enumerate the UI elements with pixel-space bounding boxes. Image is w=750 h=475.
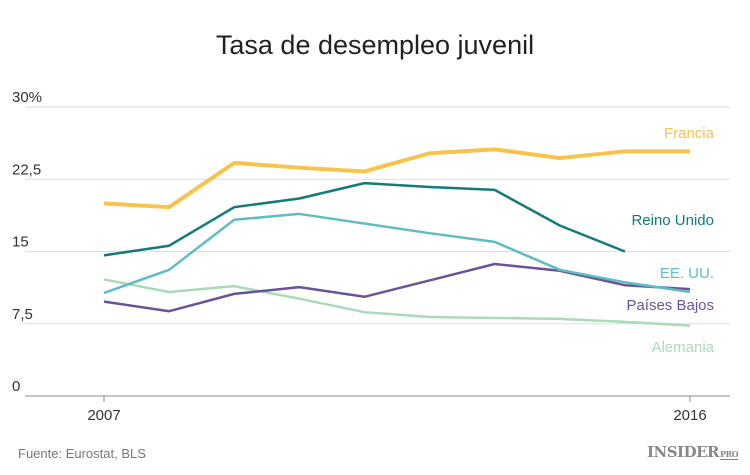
- chart-title: Tasa de desempleo juvenil: [215, 30, 535, 60]
- source-note: Fuente: Eurostat, BLS: [18, 446, 146, 461]
- legend-label: Reino Unido: [631, 212, 714, 229]
- x-tick-label: 2007: [87, 407, 120, 424]
- series-line-pa-ses-bajos: [103, 262, 691, 313]
- y-tick-label: 30%: [12, 89, 42, 106]
- y-tick-label: 15: [12, 234, 29, 251]
- logo-sub: PRO: [719, 449, 739, 460]
- insider-pro-logo: INSIDERPRO: [647, 443, 739, 461]
- x-tick-label: 2016: [673, 407, 706, 424]
- series-line-alemania: [103, 278, 691, 327]
- series-line-francia: [103, 147, 690, 210]
- series-line-ee-uu-: [103, 212, 691, 295]
- series-line-reino-unido: [103, 181, 626, 257]
- y-tick-label: 22,5: [12, 161, 41, 178]
- logo-text: INSIDER: [647, 443, 719, 461]
- legend-label: EE. UU.: [660, 265, 714, 282]
- legend-label: Países Bajos: [626, 297, 714, 314]
- y-tick-label: 0: [12, 378, 20, 395]
- y-tick-label: 7,5: [12, 306, 33, 323]
- legend-label: Alemania: [651, 339, 714, 356]
- legend-label: Francia: [664, 125, 715, 142]
